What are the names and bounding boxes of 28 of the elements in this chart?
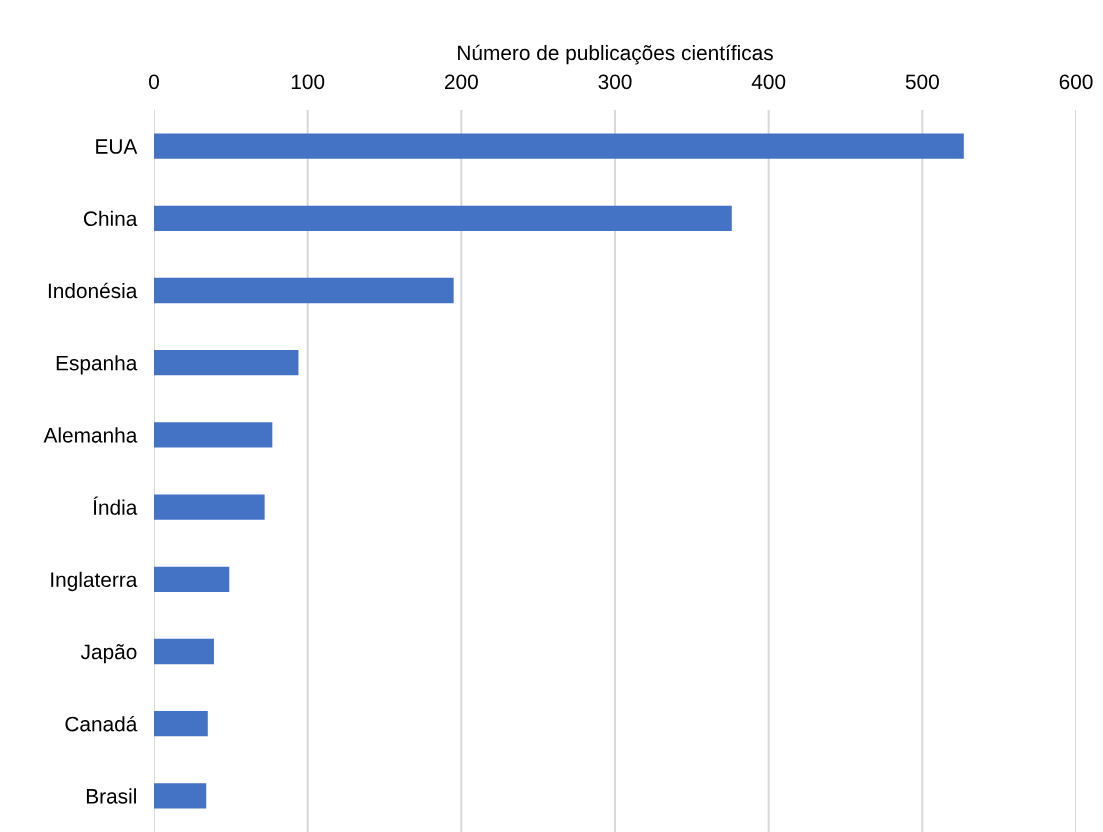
bar — [154, 638, 214, 665]
y-tick-label: Alemanha — [43, 427, 138, 443]
x-tick-label: 0 — [149, 74, 159, 90]
bar — [154, 422, 273, 448]
bar — [154, 566, 230, 592]
y-tick-label: Indonésia — [48, 282, 138, 299]
x-tick-label: 100 — [291, 74, 325, 90]
y-tick-label: Canadá — [65, 715, 138, 732]
y-tick-label: Espanha — [56, 355, 138, 375]
bar — [154, 205, 732, 231]
y-tick-label: Inglaterra — [51, 571, 138, 592]
x-tick-label: 600 — [1059, 74, 1093, 90]
x-tick-label: 500 — [905, 74, 939, 90]
y-tick-label: Brasil — [86, 788, 136, 804]
x-tick-label: 300 — [598, 74, 632, 90]
bar — [154, 277, 454, 304]
bar — [154, 350, 299, 376]
y-tick-label: Índia — [93, 496, 138, 515]
x-tick-label: 200 — [445, 74, 478, 90]
bar — [154, 711, 208, 737]
bar — [154, 133, 964, 159]
bar — [154, 494, 265, 520]
y-tick-label: EUA — [96, 139, 138, 154]
x-axis-title: Número de publicações científicas — [458, 44, 773, 65]
y-tick-label: China — [83, 210, 138, 227]
bar — [154, 783, 207, 809]
x-tick-label: 400 — [751, 74, 786, 90]
y-tick-label: Japão — [80, 644, 137, 664]
